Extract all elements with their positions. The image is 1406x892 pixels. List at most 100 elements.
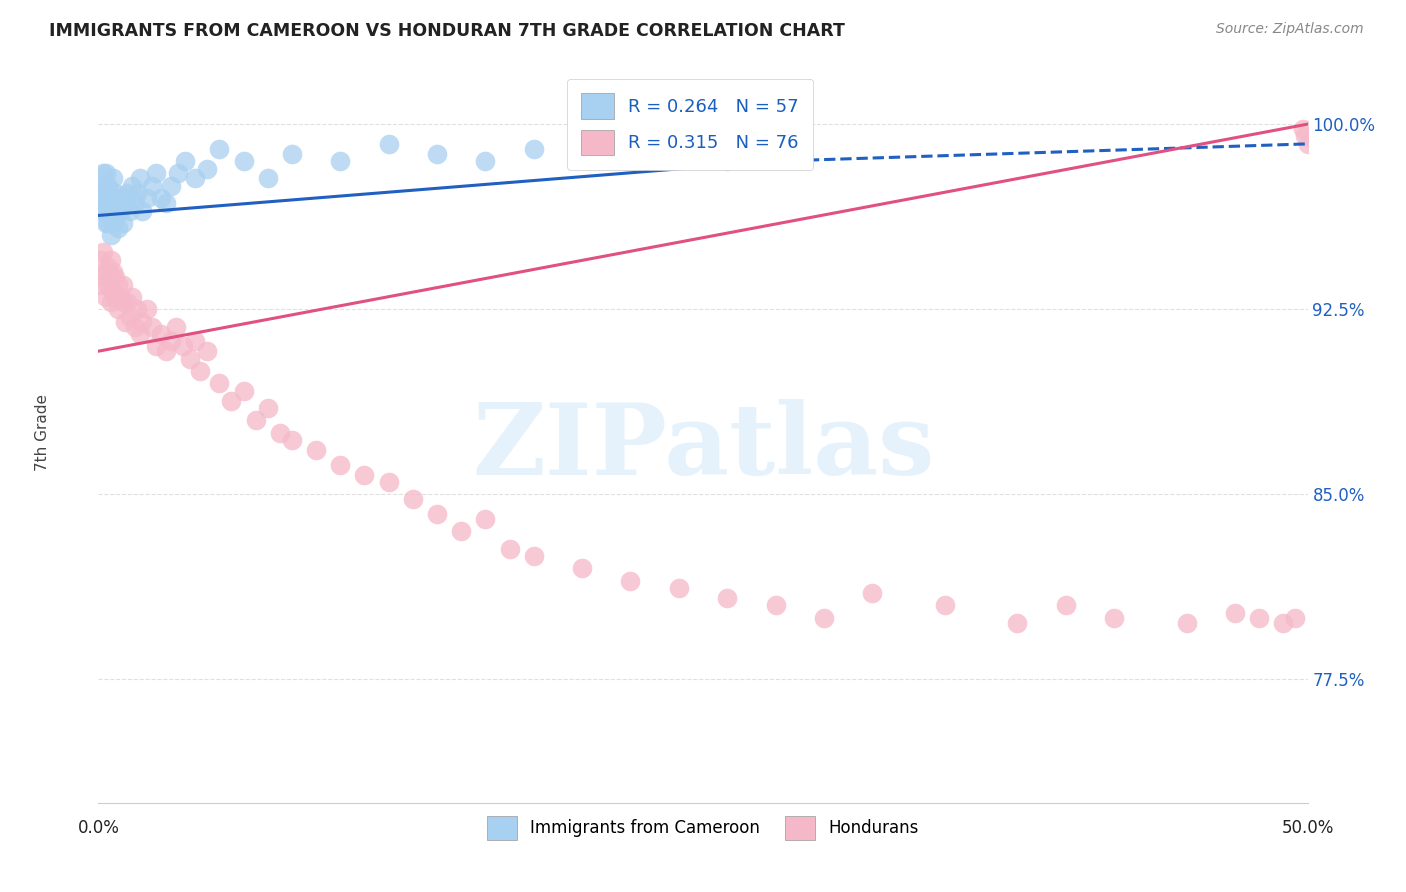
Point	[94, 216, 117, 230]
Point	[208, 376, 231, 391]
Point	[813, 610, 835, 624]
Point	[571, 561, 593, 575]
Point	[184, 171, 207, 186]
Point	[97, 260, 120, 275]
Point	[256, 171, 278, 186]
Point	[104, 290, 127, 304]
Point	[91, 166, 114, 180]
Point	[117, 186, 139, 201]
Point	[111, 277, 134, 292]
Point	[1102, 610, 1125, 624]
Point	[118, 310, 141, 324]
Point	[155, 344, 177, 359]
Point	[256, 401, 278, 415]
Point	[281, 146, 304, 161]
Point	[174, 154, 197, 169]
Point	[100, 228, 122, 243]
Point	[619, 146, 641, 161]
Point	[100, 203, 122, 218]
Point	[101, 196, 124, 211]
Point	[1054, 599, 1077, 613]
Point	[114, 314, 136, 328]
Point	[118, 203, 141, 218]
Point	[1175, 615, 1198, 630]
Point	[232, 154, 254, 169]
Point	[91, 245, 114, 260]
Point	[107, 220, 129, 235]
Point	[111, 191, 134, 205]
Point	[97, 178, 120, 193]
Point	[1249, 610, 1271, 624]
Point	[305, 442, 328, 457]
Point	[155, 196, 177, 211]
Point	[107, 191, 129, 205]
Point	[377, 475, 399, 489]
Point	[117, 294, 139, 309]
Point	[195, 161, 218, 176]
Point	[127, 186, 149, 201]
Point	[121, 290, 143, 304]
Point	[195, 344, 218, 359]
Point	[131, 314, 153, 328]
Point	[571, 136, 593, 151]
Point	[101, 171, 124, 186]
Point	[377, 136, 399, 151]
Point	[124, 319, 146, 334]
Point	[90, 178, 112, 193]
Point	[523, 142, 546, 156]
Point	[97, 216, 120, 230]
Point	[94, 178, 117, 193]
Point	[141, 319, 163, 334]
Point	[90, 252, 112, 267]
Point	[91, 203, 114, 218]
Point	[91, 270, 114, 285]
Point	[208, 142, 231, 156]
Point	[101, 265, 124, 279]
Text: 50.0%: 50.0%	[1281, 820, 1334, 838]
Point	[450, 524, 472, 539]
Point	[108, 203, 131, 218]
Point	[474, 512, 496, 526]
Point	[141, 178, 163, 193]
Point	[172, 339, 194, 353]
Point	[101, 216, 124, 230]
Point	[1284, 610, 1306, 624]
Point	[91, 191, 114, 205]
Point	[934, 599, 956, 613]
Point	[107, 302, 129, 317]
Point	[100, 294, 122, 309]
Point	[860, 586, 883, 600]
Point	[232, 384, 254, 398]
Point	[668, 581, 690, 595]
Point	[245, 413, 267, 427]
Point	[668, 142, 690, 156]
Point	[281, 433, 304, 447]
Point	[90, 191, 112, 205]
Point	[269, 425, 291, 440]
Point	[1294, 129, 1316, 144]
Point	[523, 549, 546, 563]
Point	[104, 270, 127, 285]
Point	[111, 294, 134, 309]
Point	[104, 186, 127, 201]
Point	[127, 302, 149, 317]
Point	[402, 492, 425, 507]
Point	[108, 290, 131, 304]
Point	[128, 171, 150, 186]
Point	[100, 252, 122, 267]
Legend: Immigrants from Cameroon, Hondurans: Immigrants from Cameroon, Hondurans	[481, 809, 925, 847]
Point	[160, 178, 183, 193]
Point	[150, 326, 173, 341]
Text: IMMIGRANTS FROM CAMEROON VS HONDURAN 7TH GRADE CORRELATION CHART: IMMIGRANTS FROM CAMEROON VS HONDURAN 7TH…	[49, 22, 845, 40]
Point	[619, 574, 641, 588]
Point	[1007, 615, 1029, 630]
Point	[128, 326, 150, 341]
Point	[179, 351, 201, 366]
Text: ZIPatlas: ZIPatlas	[472, 399, 934, 496]
Point	[329, 458, 352, 472]
Point	[716, 154, 738, 169]
Point	[167, 166, 190, 180]
Point	[100, 270, 122, 285]
Point	[121, 178, 143, 193]
Point	[94, 290, 117, 304]
